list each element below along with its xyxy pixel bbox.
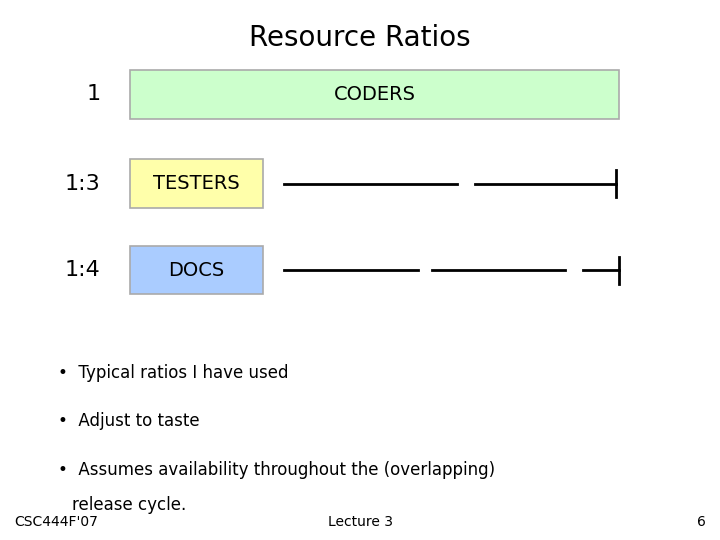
Text: 1:4: 1:4 xyxy=(65,260,101,280)
Text: DOCS: DOCS xyxy=(168,260,225,280)
FancyBboxPatch shape xyxy=(130,246,263,294)
Text: Resource Ratios: Resource Ratios xyxy=(249,24,471,52)
Text: CODERS: CODERS xyxy=(333,85,415,104)
Text: release cycle.: release cycle. xyxy=(72,496,186,514)
Text: •  Assumes availability throughout the (overlapping): • Assumes availability throughout the (o… xyxy=(58,461,495,479)
Text: 1: 1 xyxy=(86,84,101,105)
Text: 1:3: 1:3 xyxy=(65,173,101,194)
Text: TESTERS: TESTERS xyxy=(153,174,240,193)
Text: 6: 6 xyxy=(697,515,706,529)
Text: Lecture 3: Lecture 3 xyxy=(328,515,392,529)
Text: •  Typical ratios I have used: • Typical ratios I have used xyxy=(58,363,288,382)
Text: •  Adjust to taste: • Adjust to taste xyxy=(58,412,199,430)
Text: CSC444F'07: CSC444F'07 xyxy=(14,515,98,529)
FancyBboxPatch shape xyxy=(130,70,619,119)
FancyBboxPatch shape xyxy=(130,159,263,208)
